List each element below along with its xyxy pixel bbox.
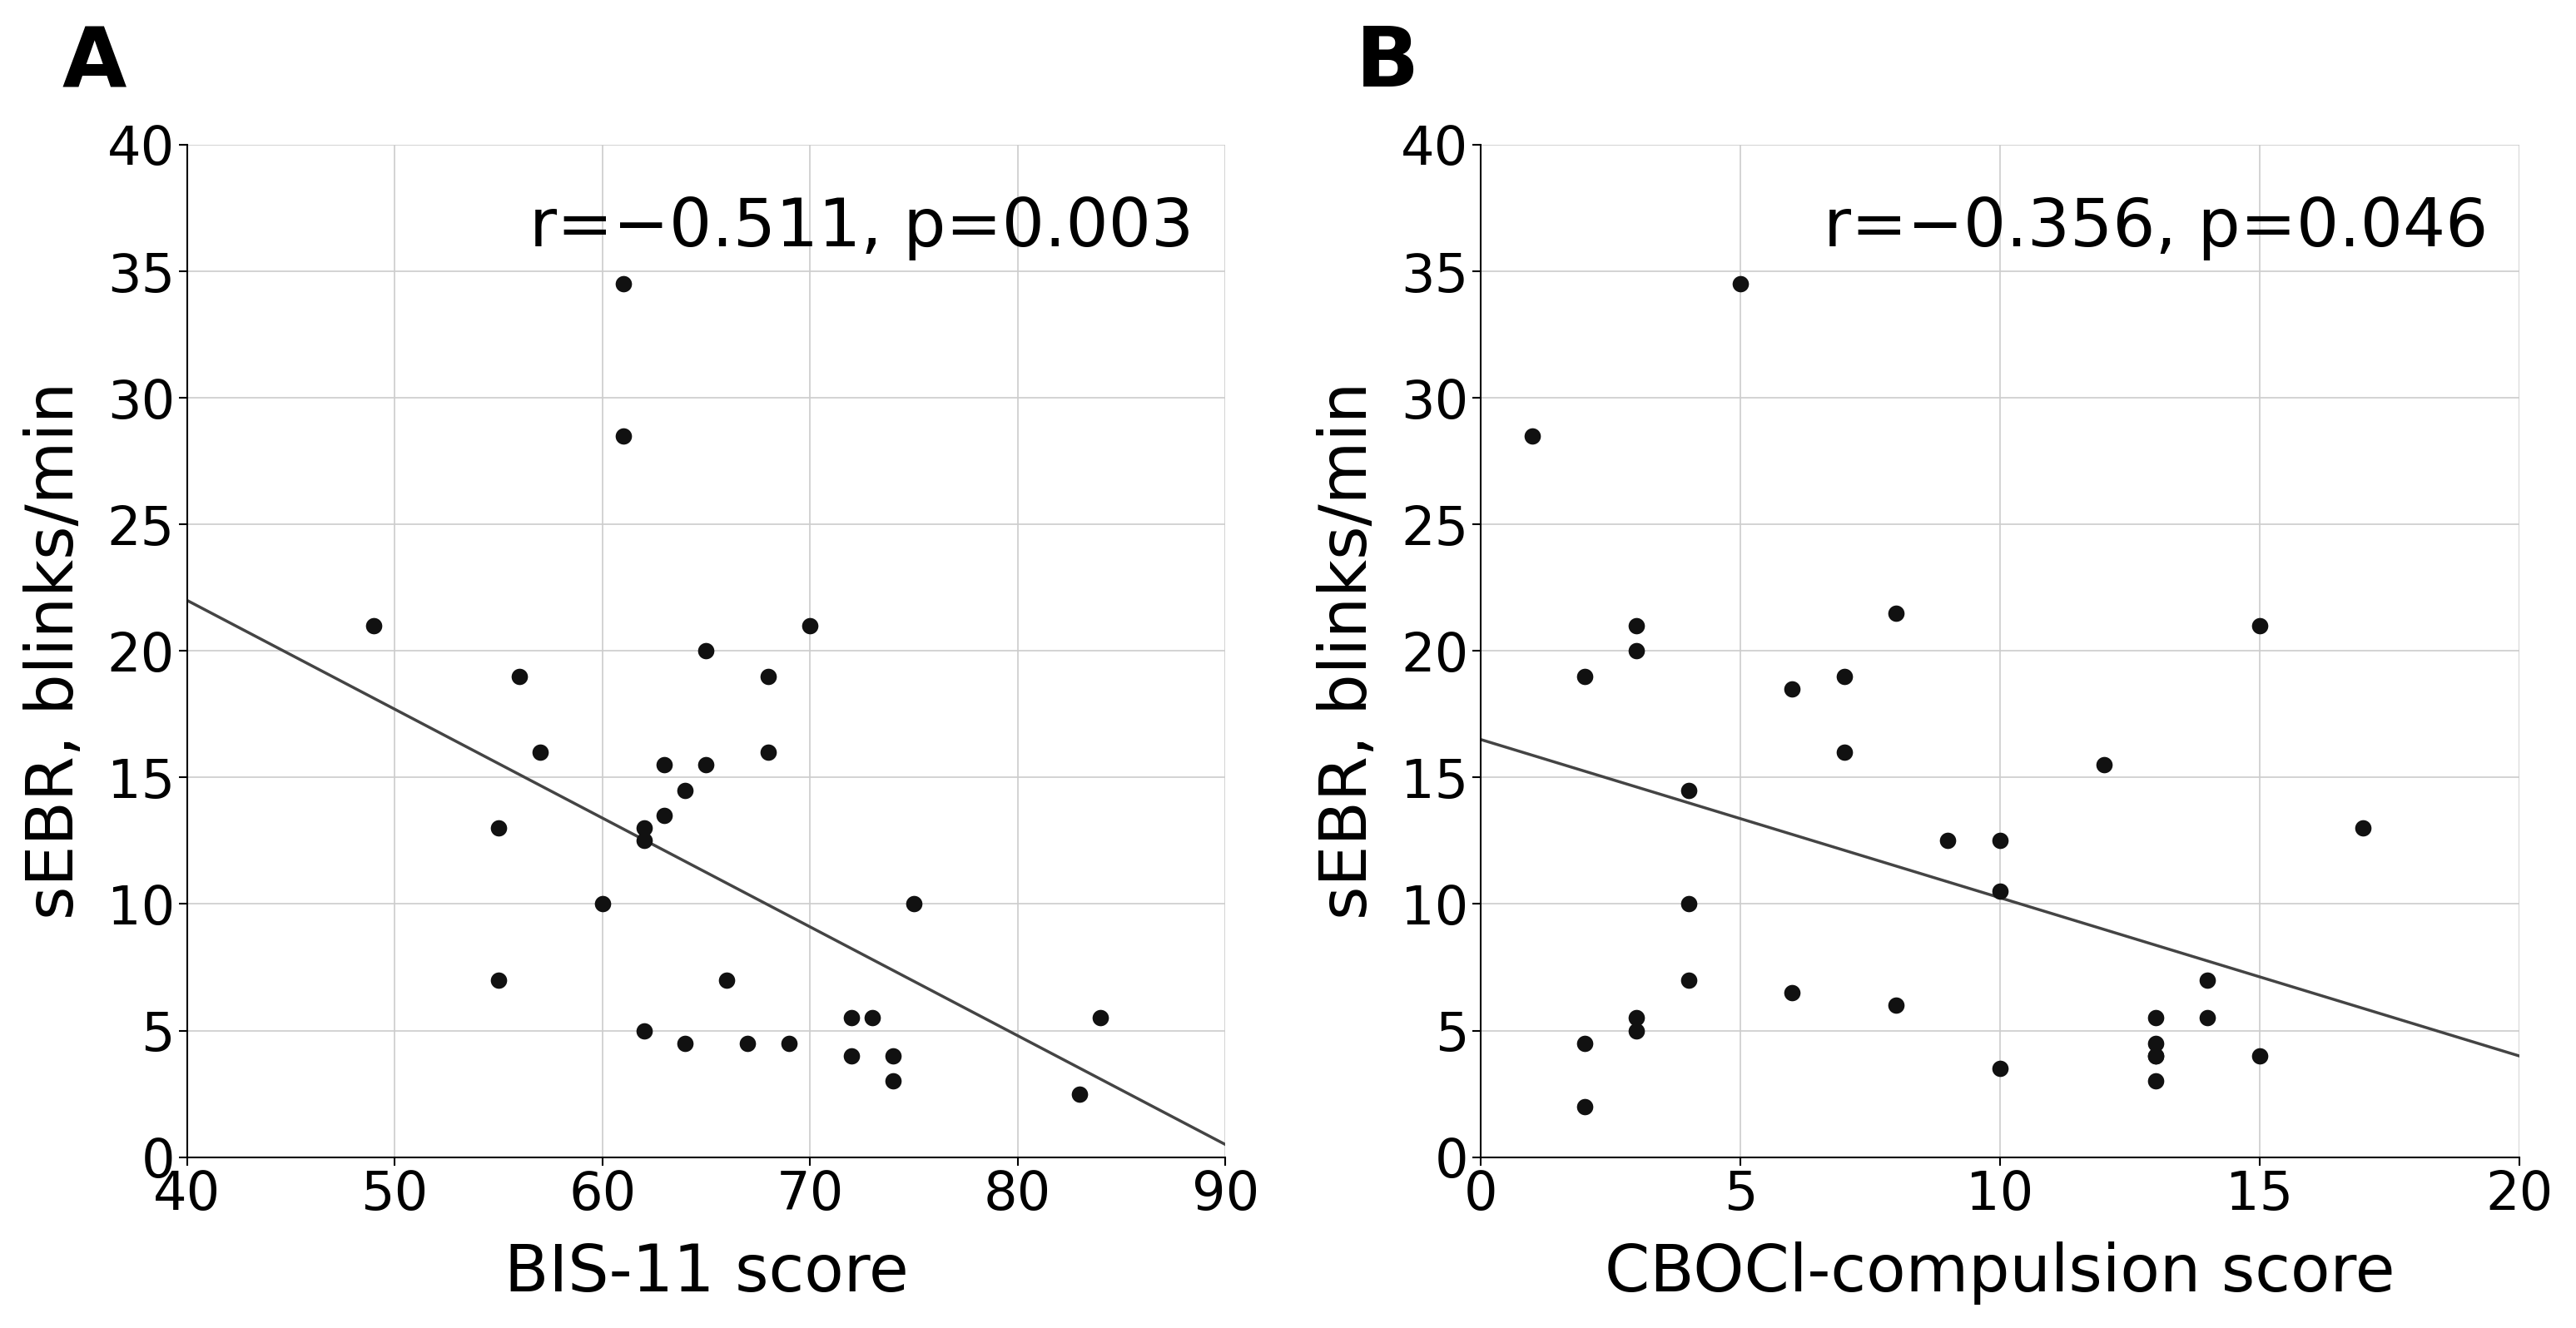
Point <box>685 754 726 776</box>
Point <box>1615 1020 1656 1041</box>
Point <box>726 1033 768 1054</box>
Text: A: A <box>62 24 126 104</box>
Point <box>2342 818 2383 839</box>
Point <box>2136 1033 2177 1054</box>
Point <box>1615 1008 1656 1029</box>
Text: B: B <box>1355 24 1419 104</box>
Point <box>1667 894 1708 915</box>
Point <box>665 1033 706 1054</box>
Point <box>644 754 685 776</box>
Point <box>623 818 665 839</box>
Point <box>644 805 685 826</box>
Point <box>1059 1084 1100 1105</box>
Text: r=−0.356, p=0.046: r=−0.356, p=0.046 <box>1824 195 2488 260</box>
Point <box>894 894 935 915</box>
X-axis label: CBOCl-compulsion score: CBOCl-compulsion score <box>1605 1242 2396 1305</box>
Point <box>477 969 518 991</box>
Point <box>1978 1058 2020 1080</box>
Point <box>2136 1045 2177 1066</box>
Point <box>2136 1045 2177 1066</box>
Y-axis label: sEBR, blinks/min: sEBR, blinks/min <box>1316 382 1381 920</box>
X-axis label: BIS-11 score: BIS-11 score <box>505 1242 909 1305</box>
Point <box>477 818 518 839</box>
Point <box>1721 274 1762 295</box>
Point <box>623 1020 665 1041</box>
Point <box>685 640 726 661</box>
Point <box>1615 615 1656 636</box>
Point <box>832 1045 873 1066</box>
Point <box>2136 1070 2177 1092</box>
Point <box>1564 665 1605 687</box>
Point <box>1667 780 1708 801</box>
Text: r=−0.511, p=0.003: r=−0.511, p=0.003 <box>531 195 1195 260</box>
Point <box>1564 1096 1605 1117</box>
Point <box>1927 830 1968 851</box>
Point <box>1875 995 1917 1016</box>
Point <box>603 274 644 295</box>
Point <box>1079 1008 1121 1029</box>
Point <box>623 830 665 851</box>
Point <box>788 615 829 636</box>
Point <box>582 894 623 915</box>
Point <box>1824 741 1865 762</box>
Point <box>353 615 394 636</box>
Y-axis label: sEBR, blinks/min: sEBR, blinks/min <box>23 382 88 920</box>
Point <box>2187 969 2228 991</box>
Point <box>768 1033 809 1054</box>
Point <box>1978 880 2020 902</box>
Point <box>1772 679 1814 700</box>
Point <box>832 1008 873 1029</box>
Point <box>1875 603 1917 624</box>
Point <box>747 665 788 687</box>
Point <box>706 969 747 991</box>
Point <box>747 741 788 762</box>
Point <box>853 1008 894 1029</box>
Point <box>2239 615 2280 636</box>
Point <box>603 425 644 446</box>
Point <box>520 741 562 762</box>
Point <box>873 1070 914 1092</box>
Point <box>873 1045 914 1066</box>
Point <box>1564 1033 1605 1054</box>
Point <box>1978 830 2020 851</box>
Point <box>2136 1008 2177 1029</box>
Point <box>665 780 706 801</box>
Point <box>2187 1008 2228 1029</box>
Point <box>2239 1045 2280 1066</box>
Point <box>1772 981 1814 1003</box>
Point <box>1824 665 1865 687</box>
Point <box>2084 754 2125 776</box>
Point <box>500 665 541 687</box>
Point <box>1615 640 1656 661</box>
Point <box>1512 425 1553 446</box>
Point <box>1667 969 1708 991</box>
